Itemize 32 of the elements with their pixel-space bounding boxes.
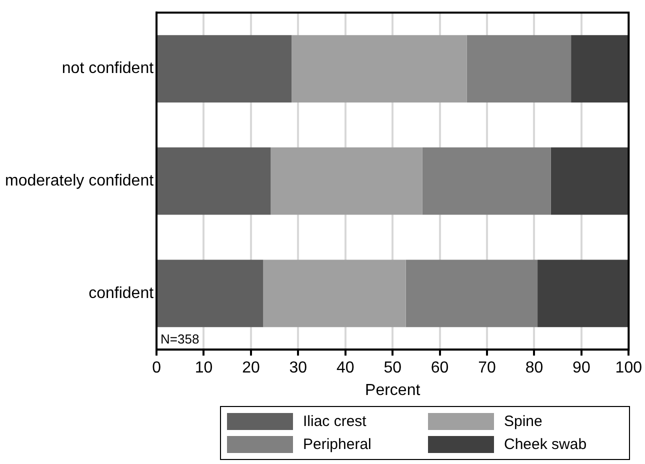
bar bbox=[466, 35, 572, 102]
bar bbox=[158, 35, 292, 102]
legend-label: Spine bbox=[504, 413, 542, 430]
bar bbox=[158, 147, 271, 215]
bar bbox=[571, 35, 629, 102]
bar bbox=[270, 147, 422, 215]
x-tick-label: 20 bbox=[242, 360, 260, 377]
bar bbox=[292, 35, 467, 102]
legend-label: Peripheral bbox=[303, 436, 372, 453]
x-tick-label: 80 bbox=[525, 360, 544, 377]
x-tick-label: 90 bbox=[572, 360, 590, 377]
bar bbox=[406, 260, 538, 328]
bar bbox=[422, 147, 551, 215]
x-tick-label: 70 bbox=[478, 360, 496, 377]
x-tick-label: 100 bbox=[615, 360, 642, 377]
x-tick-label: 60 bbox=[430, 360, 449, 377]
y-tick-label: moderately confident bbox=[5, 172, 154, 190]
annotation: N=358 bbox=[160, 332, 200, 347]
x-axis-title: Percent bbox=[365, 382, 421, 399]
y-tick-label: not confident bbox=[62, 60, 154, 78]
x-tick-label: 0 bbox=[152, 360, 162, 377]
x-tick-label: 50 bbox=[384, 360, 402, 377]
bar bbox=[550, 147, 629, 215]
x-tick-label: 30 bbox=[289, 360, 308, 377]
bar bbox=[538, 260, 629, 328]
legend-label: Iliac crest bbox=[303, 413, 366, 430]
bar bbox=[158, 260, 264, 328]
x-tick-label: 40 bbox=[336, 360, 354, 377]
legend-label: Cheek swab bbox=[504, 436, 587, 453]
bar bbox=[263, 260, 406, 328]
x-tick-label: 10 bbox=[194, 360, 213, 377]
y-tick-label: confident bbox=[88, 284, 154, 302]
